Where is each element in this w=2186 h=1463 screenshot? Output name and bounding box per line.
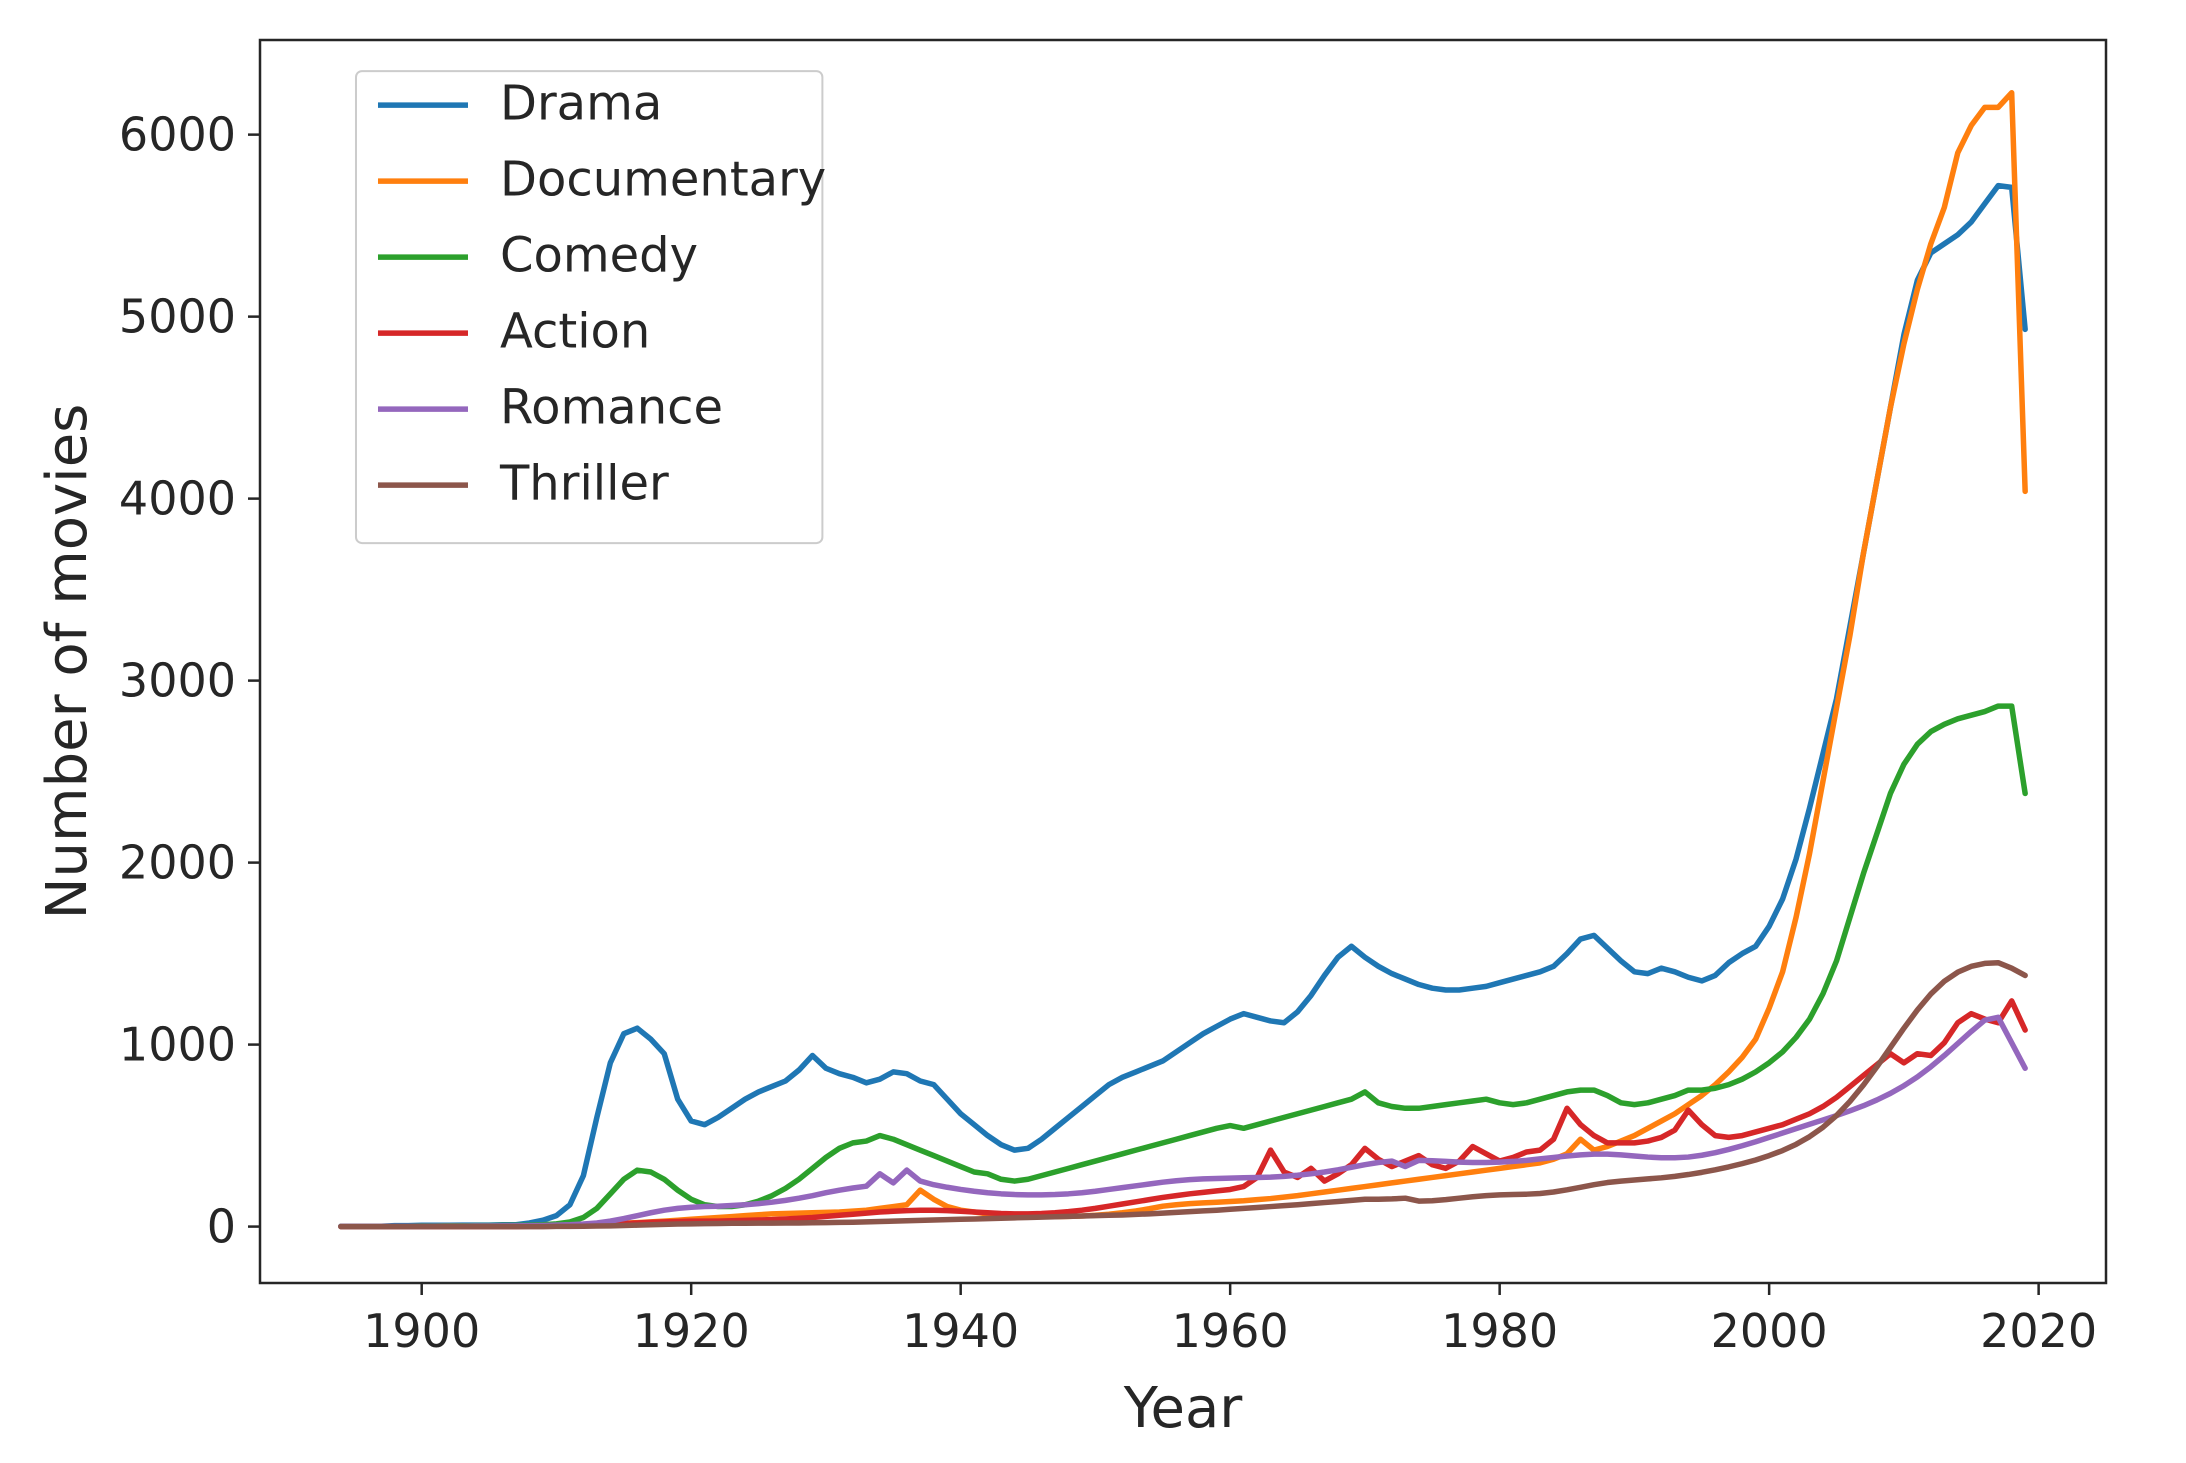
chart-container: 1900 1920 1940 1960 1980 2000 2020 0 1000 2000 300… [0, 0, 2186, 1463]
chart-background [0, 0, 2186, 1463]
legend-label: Drama [500, 75, 662, 131]
y-tick-label: 4000 [119, 472, 236, 526]
x-tick-label: 2020 [1980, 1304, 2097, 1358]
y-tick-label: 1000 [119, 1018, 236, 1072]
y-tick-label: 2000 [119, 836, 236, 890]
x-tick-label: 2000 [1711, 1304, 1828, 1358]
legend-label: Comedy [500, 227, 698, 283]
x-axis-label: Year [1123, 1376, 1244, 1441]
x-tick-label: 1920 [633, 1304, 750, 1358]
y-tick-label: 3000 [119, 654, 236, 708]
y-tick-label: 6000 [119, 108, 236, 162]
x-tick-label: 1960 [1172, 1304, 1289, 1358]
legend-label: Action [500, 303, 650, 359]
y-tick-label: 5000 [119, 290, 236, 344]
y-tick-label: 0 [207, 1200, 236, 1254]
legend-label: Thriller [499, 455, 669, 511]
legend-label: Documentary [500, 151, 826, 207]
legend: Drama Documentary Comedy Action Romance Thril… [356, 71, 826, 543]
x-tick-label: 1900 [363, 1304, 480, 1358]
y-axis-label: Number of movies [35, 404, 100, 920]
x-tick-label: 1980 [1441, 1304, 1558, 1358]
x-tick-label: 1940 [902, 1304, 1019, 1358]
legend-label: Romance [500, 379, 723, 435]
line-chart: 1900 1920 1940 1960 1980 2000 2020 0 1000 2000 300… [0, 0, 2186, 1463]
